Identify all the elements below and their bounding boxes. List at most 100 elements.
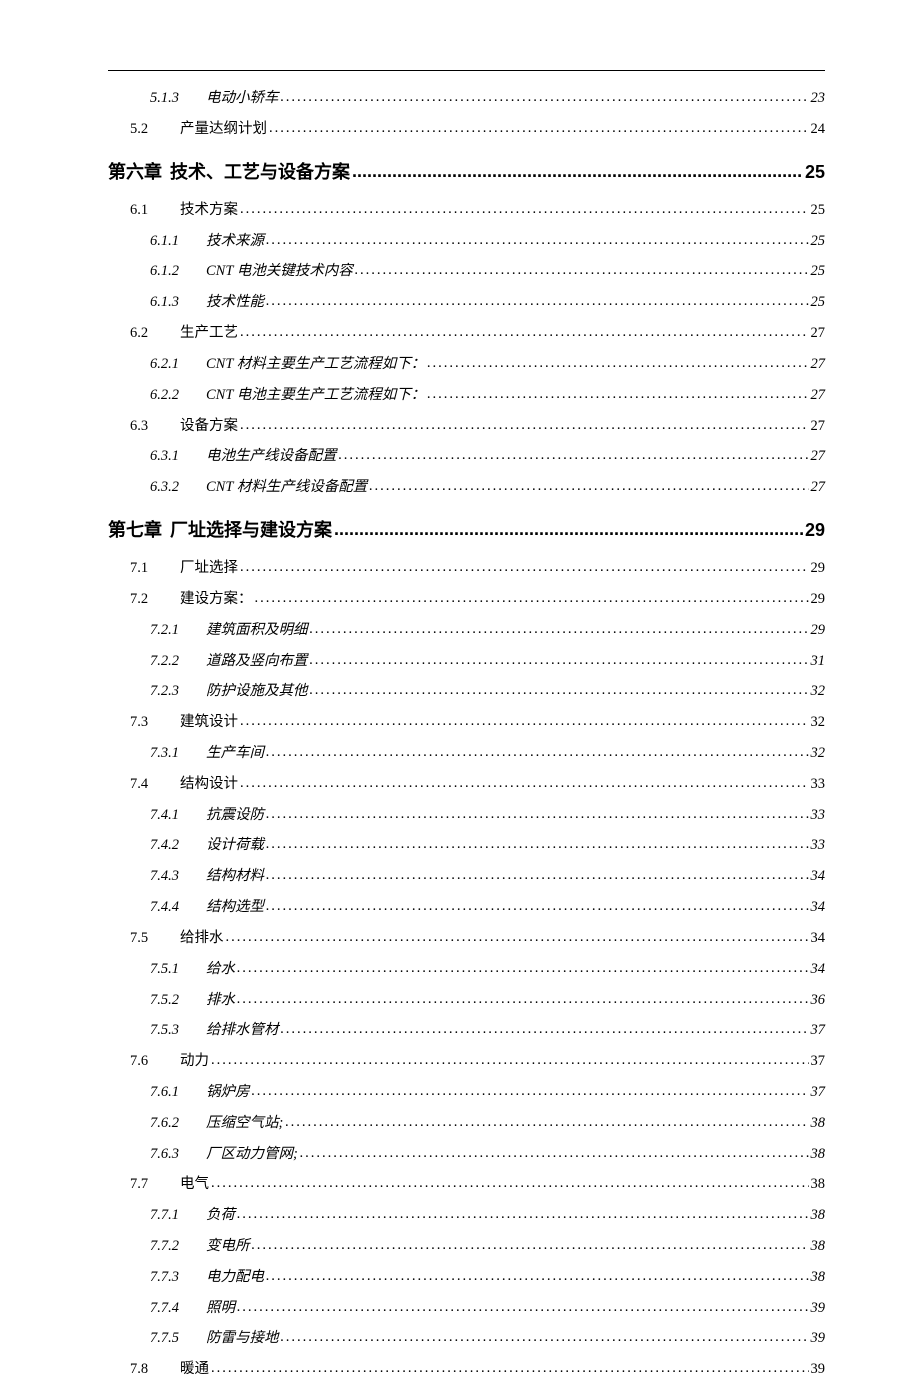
- toc-entry[interactable]: 7.7电气38: [108, 1171, 825, 1198]
- toc-entry-number: 7.2: [130, 586, 154, 613]
- toc-entry[interactable]: 6.2生产工艺27: [108, 320, 825, 347]
- toc-entry[interactable]: 7.7.1负荷38: [108, 1202, 825, 1229]
- toc-entry-number: 6.3: [130, 413, 154, 440]
- toc-dot-leader: [266, 739, 809, 766]
- toc-dot-leader: [252, 1078, 809, 1105]
- toc-dot-leader: [211, 1170, 809, 1197]
- toc-entry-page: 27: [811, 443, 826, 470]
- toc-entry-page: 25: [811, 228, 826, 255]
- toc-entry[interactable]: 7.7.2变电所38: [108, 1233, 825, 1260]
- toc-entry-number: 6.3.1: [150, 443, 188, 470]
- toc-entry[interactable]: 6.2.1CNT 材料主要生产工艺流程如下：27: [108, 351, 825, 378]
- toc-entry[interactable]: 7.5给排水34: [108, 925, 825, 952]
- toc-entry-page: 38: [811, 1264, 826, 1291]
- toc-entry-page: 39: [811, 1325, 826, 1352]
- toc-dot-leader: [240, 708, 809, 735]
- toc-entry[interactable]: 7.4.4结构选型34: [108, 894, 825, 921]
- toc-entry-page: 38: [811, 1202, 826, 1229]
- toc-entry-label: 变电所: [206, 1233, 250, 1260]
- toc-entry-label: 厂址选择: [180, 555, 238, 582]
- toc-dot-leader: [427, 381, 808, 408]
- toc-entry-label: 建筑设计: [180, 709, 238, 736]
- toc-entry[interactable]: 7.4.1抗震设防33: [108, 802, 825, 829]
- toc-dot-leader: [281, 84, 809, 111]
- toc-entry[interactable]: 第七章厂址选择与建设方案29: [108, 513, 825, 547]
- toc-entry-label: CNT 材料主要生产工艺流程如下：: [206, 351, 425, 378]
- toc-dot-leader: [427, 350, 808, 377]
- toc-entry[interactable]: 7.5.3给排水管材37: [108, 1017, 825, 1044]
- toc-entry-label: 结构材料: [206, 863, 264, 890]
- toc-entry-page: 27: [811, 320, 826, 347]
- toc-entry[interactable]: 7.7.4照明39: [108, 1295, 825, 1322]
- toc-entry-number: 7.7.4: [150, 1295, 188, 1322]
- toc-dot-leader: [240, 412, 809, 439]
- toc-entry-page: 29: [805, 513, 825, 547]
- toc-entry-number: 第六章: [108, 155, 162, 189]
- toc-dot-leader: [369, 473, 808, 500]
- toc-entry[interactable]: 7.2.1建筑面积及明细29: [108, 617, 825, 644]
- toc-entry-page: 25: [805, 155, 825, 189]
- toc-entry[interactable]: 7.7.5防雷与接地39: [108, 1325, 825, 1352]
- toc-entry[interactable]: 6.3.2CNT 材料生产线设备配置27: [108, 474, 825, 501]
- toc-entry[interactable]: 5.1.3电动小轿车23: [108, 85, 825, 112]
- toc-entry-page: 25: [811, 289, 826, 316]
- toc-entry[interactable]: 7.2.2道路及竖向布置31: [108, 648, 825, 675]
- toc-entry-page: 34: [811, 956, 826, 983]
- toc-entry[interactable]: 7.6.1锅炉房37: [108, 1079, 825, 1106]
- toc-dot-leader: [240, 319, 809, 346]
- toc-entry-page: 38: [811, 1171, 826, 1198]
- toc-entry[interactable]: 7.4.2设计荷载33: [108, 832, 825, 859]
- toc-entry[interactable]: 7.4结构设计33: [108, 771, 825, 798]
- toc-entry[interactable]: 7.7.3电力配电38: [108, 1264, 825, 1291]
- toc-entry-label: 电池生产线设备配置: [206, 443, 337, 470]
- toc-entry[interactable]: 7.5.2排水36: [108, 987, 825, 1014]
- toc-entry[interactable]: 5.2产量达纲计划24: [108, 116, 825, 143]
- toc-entry-label: 电气: [180, 1171, 209, 1198]
- toc-entry-number: 7.7.2: [150, 1233, 188, 1260]
- toc-entry[interactable]: 6.2.2CNT 电池主要生产工艺流程如下：27: [108, 382, 825, 409]
- toc-entry-number: 6.1.1: [150, 228, 188, 255]
- toc-dot-leader: [211, 1355, 809, 1382]
- toc-entry-page: 37: [811, 1048, 826, 1075]
- toc-entry[interactable]: 7.6.3厂区动力管网;38: [108, 1141, 825, 1168]
- toc-entry-number: 7.4: [130, 771, 154, 798]
- toc-entry[interactable]: 6.3设备方案27: [108, 413, 825, 440]
- toc-entry[interactable]: 6.3.1 电池生产线设备配置 27: [108, 443, 825, 470]
- toc-entry-label: 压缩空气站;: [206, 1110, 283, 1137]
- toc-entry[interactable]: 7.1厂址选择29: [108, 555, 825, 582]
- toc-dot-leader: [285, 1109, 808, 1136]
- toc-entry-label: CNT 材料生产线设备配置: [206, 474, 367, 501]
- toc-entry[interactable]: 7.2建设方案：29: [108, 586, 825, 613]
- toc-entry-page: 32: [811, 740, 826, 767]
- toc-dot-leader: [339, 442, 809, 469]
- toc-entry-number: 6.1.2: [150, 258, 188, 285]
- toc-entry-number: 7.6.3: [150, 1141, 188, 1168]
- toc-entry-label: CNT 电池关键技术内容: [206, 258, 353, 285]
- toc-dot-leader: [240, 196, 809, 223]
- toc-entry[interactable]: 6.1.3技术性能25: [108, 289, 825, 316]
- toc-entry[interactable]: 7.6.2压缩空气站;38: [108, 1110, 825, 1137]
- toc-entry[interactable]: 7.6动力37: [108, 1048, 825, 1075]
- toc-entry-page: 36: [811, 987, 826, 1014]
- toc-entry-label: 防雷与接地: [206, 1325, 279, 1352]
- toc-entry-label: 给水: [206, 956, 235, 983]
- toc-entry-label: 技术、工艺与设备方案: [170, 155, 350, 189]
- toc-dot-leader: [266, 1263, 809, 1290]
- toc-entry-label: 给排水管材: [206, 1017, 279, 1044]
- toc-entry[interactable]: 第六章技术、工艺与设备方案 25: [108, 155, 825, 189]
- document-page: 5.1.3电动小轿车235.2产量达纲计划24第六章技术、工艺与设备方案256.…: [0, 0, 920, 1383]
- toc-entry[interactable]: 7.2.3防护设施及其他32: [108, 678, 825, 705]
- toc-entry-number: 6.1: [130, 197, 154, 224]
- toc-entry[interactable]: 6.1.2CNT 电池关键技术内容25: [108, 258, 825, 285]
- toc-entry[interactable]: 7.5.1给水34: [108, 956, 825, 983]
- toc-entry[interactable]: 6.1技术方案25: [108, 197, 825, 224]
- toc-entry[interactable]: 7.3.1生产车间32: [108, 740, 825, 767]
- toc-entry-number: 7.2.3: [150, 678, 188, 705]
- toc-entry[interactable]: 7.4.3结构材料34: [108, 863, 825, 890]
- toc-dot-leader: [266, 288, 809, 315]
- toc-entry[interactable]: 7.8暖通39: [108, 1356, 825, 1383]
- toc-entry[interactable]: 7.3建筑设计32: [108, 709, 825, 736]
- toc-entry-number: 5.2: [130, 116, 154, 143]
- toc-dot-leader: [240, 770, 809, 797]
- toc-entry[interactable]: 6.1.1技术来源25: [108, 228, 825, 255]
